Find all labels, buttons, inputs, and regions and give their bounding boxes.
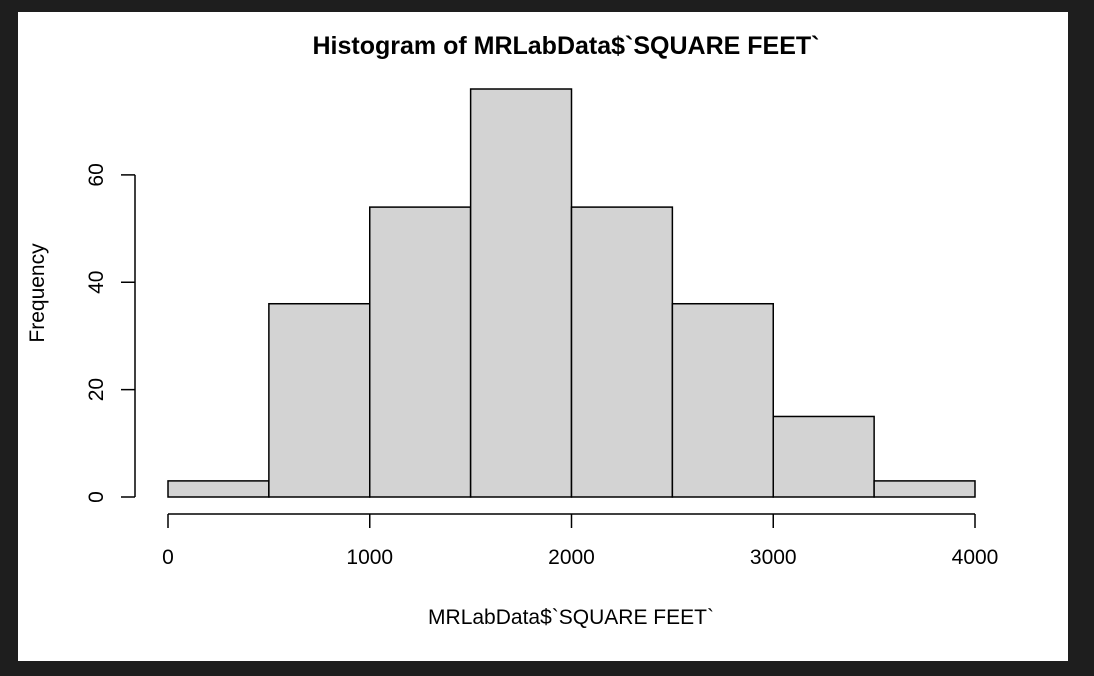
histogram-bar-2 (369, 206, 472, 498)
histogram-bar-1 (268, 302, 371, 498)
y-tick-label-0: 0 (85, 491, 108, 503)
bars-group (167, 88, 976, 498)
y-tick-label-2: 40 (85, 271, 108, 294)
histogram-chart: Histogram of MRLabData$`SQUARE FEET` 0 10… (26, 32, 999, 629)
y-tick-label-1: 20 (85, 378, 108, 401)
y-axis-label: Frequency (26, 243, 49, 343)
histogram-bar-0 (167, 480, 270, 498)
x-tick-label-2: 2000 (548, 546, 595, 569)
x-axis-label: MRLabData$`SQUARE FEET` (428, 606, 714, 629)
x-axis: 0 1000 2000 3000 4000 (162, 513, 999, 569)
x-tick-label-1: 1000 (346, 546, 393, 569)
x-tick-label-4: 4000 (952, 546, 999, 569)
histogram-bar-5 (671, 302, 774, 498)
histogram-bar-6 (772, 415, 875, 498)
y-axis: 0 20 40 60 (85, 163, 136, 503)
histogram-bar-3 (469, 88, 573, 498)
histogram-bar-7 (873, 480, 976, 498)
histogram-bar-4 (570, 206, 674, 498)
x-tick-label-3: 3000 (750, 546, 797, 569)
chart-title: Histogram of MRLabData$`SQUARE FEET` (313, 32, 820, 60)
y-tick-label-3: 60 (85, 163, 108, 186)
plot-panel: Histogram of MRLabData$`SQUARE FEET` 0 10… (18, 12, 1068, 661)
x-tick-label-0: 0 (162, 546, 174, 569)
